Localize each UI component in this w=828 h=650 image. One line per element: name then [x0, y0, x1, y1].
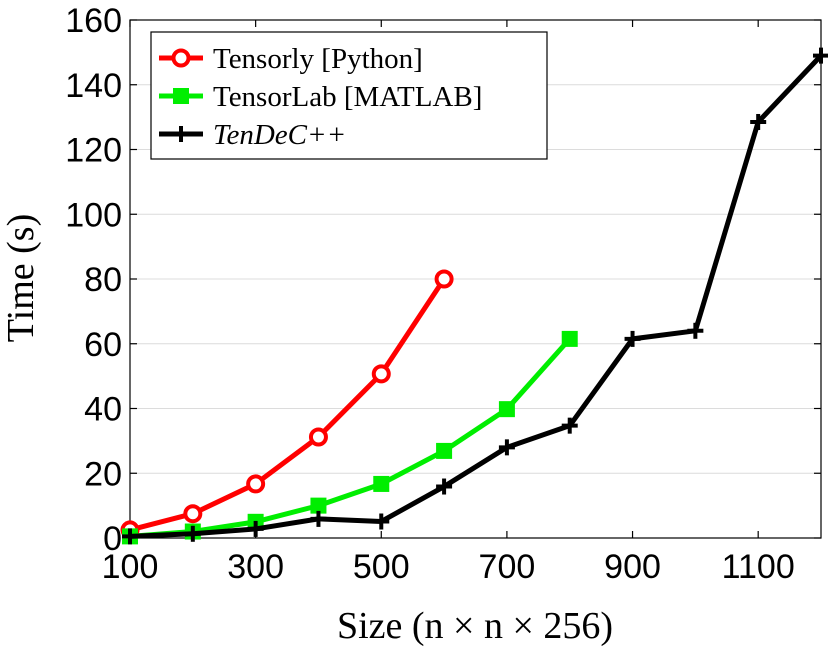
data-point [310, 510, 327, 527]
legend-label: Tensorly [Python] [213, 43, 423, 75]
x-tick-label: 500 [353, 548, 410, 586]
y-tick-label: 100 [65, 196, 122, 234]
data-point [498, 439, 515, 456]
y-tick-label: 160 [65, 2, 122, 40]
data-point [310, 497, 327, 514]
series-line [127, 53, 824, 539]
legend-item: Tensorly [Python] [159, 43, 423, 75]
axes: 100 300 500 700 900 1100 0 20 40 60 80 100 120 140 160 [65, 2, 822, 586]
data-point [687, 322, 704, 339]
data-point [373, 513, 390, 530]
series [120, 47, 828, 545]
y-tick-label: 0 [103, 520, 122, 558]
data-point [308, 427, 328, 447]
data-point [561, 417, 578, 434]
y-tick-label: 80 [84, 261, 122, 299]
data-point [122, 528, 138, 545]
legend: Tensorly [Python] TensorLab [MATLAB] TenDe… [150, 31, 548, 160]
legend-marker [173, 88, 189, 104]
data-point [750, 113, 767, 130]
data-point [183, 504, 203, 524]
series-2 [122, 47, 828, 545]
data-point [184, 525, 201, 542]
series-0 [120, 269, 454, 540]
legend-marker [173, 126, 189, 142]
y-tick-label: 140 [65, 67, 122, 105]
y-axis-title: Time (s) [0, 214, 42, 342]
data-point [247, 520, 264, 537]
data-point [371, 364, 391, 384]
x-tick-label: 100 [102, 548, 159, 586]
y-tick-label: 120 [65, 132, 122, 170]
y-tick-label: 40 [84, 391, 122, 429]
series-line [127, 276, 447, 533]
data-point [436, 442, 453, 459]
data-point [434, 269, 454, 289]
data-point [624, 330, 641, 347]
legend-label: TensorLab [MATLAB] [213, 81, 482, 113]
legend-item: TensorLab [MATLAB] [159, 81, 482, 113]
y-tick-label: 60 [84, 326, 122, 364]
legend-box [150, 31, 548, 160]
data-point [561, 330, 578, 347]
data-point [246, 474, 266, 494]
legend-marker [171, 48, 191, 68]
x-tick-label: 1100 [722, 548, 795, 586]
legend-item: TenDeC++ [159, 119, 346, 151]
data-point [373, 475, 390, 492]
x-axis-title: Size (n × n × 256) [337, 605, 613, 647]
x-tick-label: 900 [604, 548, 661, 586]
y-tick-label: 20 [84, 455, 122, 493]
x-tick-label: 300 [227, 548, 284, 586]
legend-label: TenDeC++ [213, 119, 346, 151]
data-point [813, 47, 828, 64]
data-point [436, 478, 453, 495]
data-point [498, 401, 515, 418]
series-line [127, 336, 573, 539]
x-tick-label: 700 [479, 548, 536, 586]
